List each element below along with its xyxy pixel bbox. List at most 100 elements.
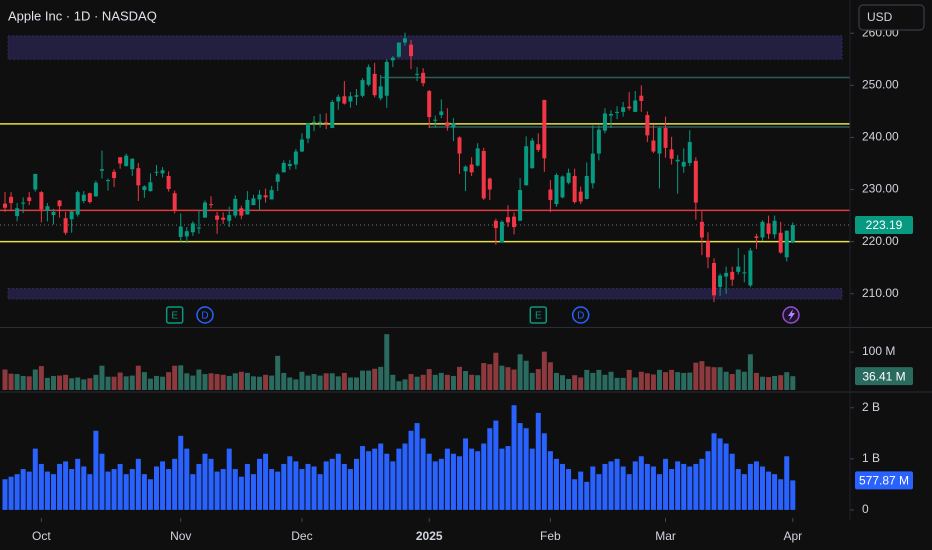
volume-bar bbox=[44, 377, 50, 390]
volume-bar bbox=[693, 362, 699, 390]
candle-body bbox=[736, 266, 741, 272]
bar bbox=[311, 466, 317, 510]
bar bbox=[644, 463, 650, 510]
volume-bar bbox=[347, 377, 353, 390]
bar bbox=[360, 446, 366, 510]
bar bbox=[663, 458, 669, 510]
bar bbox=[123, 474, 129, 510]
volume-bar bbox=[699, 361, 705, 390]
candle-body bbox=[142, 186, 147, 191]
volume-bar bbox=[517, 354, 523, 390]
bar bbox=[353, 458, 359, 510]
volume-bar bbox=[50, 375, 56, 390]
volume-bar bbox=[541, 351, 547, 390]
price-zone bbox=[7, 35, 843, 60]
bar bbox=[226, 448, 232, 510]
bar bbox=[275, 471, 281, 510]
volume-bar bbox=[135, 365, 141, 390]
bar bbox=[741, 474, 747, 510]
bar bbox=[172, 458, 178, 510]
volume-bar bbox=[63, 374, 69, 390]
volume-bar bbox=[772, 375, 778, 390]
volume-bar bbox=[329, 373, 335, 390]
x-tick-label: Mar bbox=[655, 529, 676, 543]
bar bbox=[396, 448, 402, 510]
bar bbox=[687, 466, 693, 510]
bar bbox=[784, 456, 790, 510]
bar bbox=[790, 480, 796, 510]
bar bbox=[378, 443, 384, 510]
volume-bar bbox=[566, 378, 572, 390]
volume-bar bbox=[547, 362, 553, 390]
volume-bar bbox=[93, 374, 99, 390]
bar bbox=[117, 463, 123, 510]
candle-body bbox=[336, 96, 341, 102]
candle-body bbox=[190, 223, 195, 233]
bar bbox=[166, 469, 172, 510]
bar bbox=[444, 448, 450, 510]
bar bbox=[766, 471, 772, 510]
candle-body bbox=[287, 163, 292, 167]
bar bbox=[202, 453, 208, 510]
event-label: E bbox=[535, 311, 542, 322]
volume-bar bbox=[141, 372, 147, 390]
y-tick-label: 250.00 bbox=[862, 77, 899, 91]
candle-body bbox=[281, 162, 286, 173]
bar bbox=[747, 463, 753, 510]
candle-body bbox=[633, 100, 638, 112]
volume-bar bbox=[372, 368, 378, 390]
candle-body bbox=[548, 189, 553, 200]
bar bbox=[214, 471, 220, 510]
bar bbox=[469, 448, 475, 510]
candle-body bbox=[202, 202, 207, 218]
bar bbox=[372, 448, 378, 510]
candle-body bbox=[324, 122, 329, 124]
candle-body bbox=[160, 170, 165, 174]
volume-bar bbox=[32, 369, 38, 390]
candle-body bbox=[505, 217, 510, 223]
bar bbox=[408, 430, 414, 510]
bar bbox=[184, 448, 190, 510]
candle-body bbox=[778, 232, 783, 253]
candle-body bbox=[609, 113, 613, 116]
alert-icon[interactable] bbox=[782, 306, 800, 324]
candle-body bbox=[675, 159, 680, 162]
volume-bar bbox=[602, 374, 608, 390]
volume-bar bbox=[741, 371, 747, 390]
currency-label[interactable]: USD bbox=[867, 10, 893, 24]
bar bbox=[572, 479, 578, 510]
x-tick-label: Dec bbox=[291, 529, 312, 543]
candle-body bbox=[342, 96, 347, 104]
event-label: E bbox=[171, 311, 178, 322]
bar bbox=[147, 479, 153, 510]
x-tick-label: Feb bbox=[540, 529, 561, 543]
alert-icon-bolt[interactable] bbox=[788, 309, 795, 321]
candle-body bbox=[93, 182, 98, 197]
candle-body bbox=[687, 142, 692, 163]
bar bbox=[723, 443, 729, 510]
bar bbox=[44, 471, 50, 510]
bar bbox=[438, 458, 444, 510]
candle-body bbox=[81, 194, 86, 201]
bar bbox=[602, 463, 608, 510]
volume-bar bbox=[663, 372, 669, 390]
candle-body bbox=[445, 122, 450, 126]
x-tick-label: 2025 bbox=[416, 529, 443, 543]
volume-bar bbox=[523, 360, 529, 390]
volume-bar bbox=[129, 375, 135, 390]
candle-body bbox=[663, 128, 668, 148]
bar bbox=[529, 448, 535, 510]
volume-bar bbox=[87, 378, 93, 390]
bar bbox=[390, 461, 396, 510]
candle-body bbox=[45, 206, 50, 211]
currency-button[interactable] bbox=[858, 4, 925, 31]
volume-bar bbox=[190, 375, 196, 390]
candle-body bbox=[693, 160, 698, 203]
bar bbox=[38, 463, 44, 510]
volume-bar bbox=[656, 369, 662, 390]
volume-bar bbox=[166, 372, 172, 390]
candle-body bbox=[621, 107, 626, 112]
volume-bar bbox=[632, 377, 638, 390]
candle-body bbox=[596, 129, 601, 154]
bar bbox=[523, 428, 529, 510]
